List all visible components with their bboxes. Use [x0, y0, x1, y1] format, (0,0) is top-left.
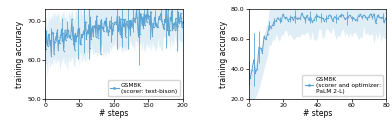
Legend: GSM8K
(scorer and optimizer:
PaLM 2-L): GSM8K (scorer and optimizer: PaLM 2-L): [302, 75, 383, 96]
Y-axis label: training accuracy: training accuracy: [15, 20, 24, 87]
Y-axis label: training accuracy: training accuracy: [219, 20, 228, 87]
X-axis label: # steps: # steps: [99, 109, 129, 118]
Legend: GSM8K
(scorer: text-bison): GSM8K (scorer: text-bison): [108, 80, 180, 96]
X-axis label: # steps: # steps: [303, 109, 332, 118]
